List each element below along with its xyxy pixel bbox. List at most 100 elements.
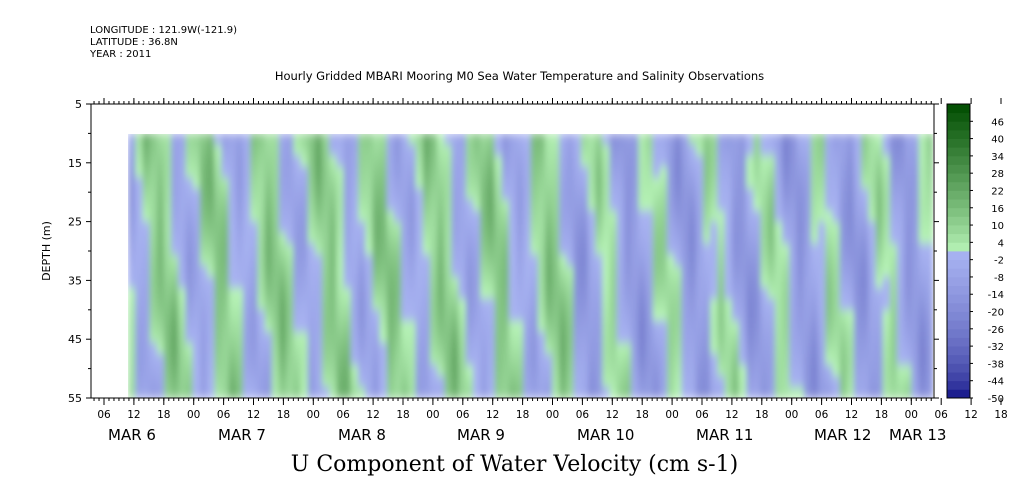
heatmap-cell bbox=[796, 177, 805, 190]
heatmap-cell bbox=[796, 265, 805, 278]
heatmap-cell bbox=[918, 221, 927, 234]
heatmap-cell bbox=[350, 364, 359, 377]
heatmap-cell bbox=[300, 155, 309, 168]
heatmap-cell bbox=[163, 287, 172, 300]
heatmap-cell bbox=[753, 353, 762, 366]
heatmap-cell bbox=[171, 309, 179, 322]
heatmap-cell bbox=[846, 166, 855, 179]
heatmap-cell bbox=[681, 386, 690, 398]
heatmap-cell bbox=[163, 375, 172, 388]
heatmap-cell bbox=[336, 188, 345, 201]
heatmap-cell bbox=[386, 199, 395, 212]
heatmap-cell bbox=[214, 254, 223, 267]
heatmap-cell bbox=[530, 320, 539, 333]
colorbar-swatch bbox=[947, 112, 970, 122]
heatmap-cell bbox=[724, 265, 733, 278]
heatmap-cell bbox=[178, 287, 187, 300]
heatmap-cell bbox=[616, 177, 625, 190]
heatmap-cell bbox=[444, 353, 453, 366]
heatmap-cell bbox=[767, 331, 776, 344]
heatmap-cell bbox=[393, 331, 402, 344]
heatmap-cell bbox=[803, 353, 812, 366]
heatmap-cell bbox=[437, 199, 445, 212]
heatmap-cell bbox=[760, 331, 769, 344]
heatmap-cell bbox=[717, 298, 726, 311]
heatmap-cell bbox=[703, 155, 711, 168]
heatmap-cell bbox=[372, 210, 381, 223]
heatmap-cell bbox=[782, 298, 790, 311]
heatmap-cell bbox=[868, 298, 877, 311]
heatmap-cell bbox=[422, 375, 431, 388]
heatmap-cell bbox=[480, 254, 488, 267]
heatmap-cell bbox=[185, 276, 194, 289]
heatmap-cell bbox=[494, 353, 503, 366]
heatmap-cell bbox=[307, 144, 316, 157]
heatmap-cell bbox=[142, 254, 151, 267]
y-tick-label: 45 bbox=[68, 333, 82, 346]
heatmap-cell bbox=[638, 287, 647, 300]
heatmap-cell bbox=[221, 298, 230, 311]
heatmap-cell bbox=[451, 298, 460, 311]
heatmap-cell bbox=[868, 386, 877, 398]
heatmap-cell bbox=[156, 155, 165, 168]
heatmap-cell bbox=[228, 199, 237, 212]
heatmap-cell bbox=[767, 353, 776, 366]
heatmap-cell bbox=[480, 166, 488, 179]
heatmap-cell bbox=[350, 144, 359, 157]
heatmap-cell bbox=[566, 155, 575, 168]
heatmap-cell bbox=[163, 243, 172, 256]
heatmap-cell bbox=[178, 199, 187, 212]
heatmap-cell bbox=[631, 155, 639, 168]
heatmap-cell bbox=[307, 353, 316, 366]
heatmap-cell bbox=[444, 166, 453, 179]
heatmap-cell bbox=[199, 177, 208, 190]
heatmap-cell bbox=[257, 375, 266, 388]
heatmap-cell bbox=[882, 375, 891, 388]
heatmap-cell bbox=[393, 221, 402, 234]
heatmap-cell bbox=[235, 364, 244, 377]
heatmap-cell bbox=[163, 221, 172, 234]
heatmap-cell bbox=[760, 265, 769, 278]
heatmap-cell bbox=[530, 287, 539, 300]
heatmap-cell bbox=[703, 144, 711, 157]
colorbar-swatch bbox=[947, 372, 970, 382]
heatmap-cell bbox=[853, 254, 862, 267]
heatmap-cell bbox=[595, 375, 603, 388]
heatmap-cell bbox=[674, 210, 683, 223]
colorbar-tick-label: -2 bbox=[994, 256, 1004, 267]
heatmap-cell bbox=[365, 210, 373, 223]
heatmap-cell bbox=[904, 386, 913, 398]
heatmap-cell bbox=[832, 342, 841, 355]
heatmap-cell bbox=[458, 155, 467, 168]
heatmap-cell bbox=[652, 287, 661, 300]
heatmap-cell bbox=[250, 188, 258, 201]
heatmap-cell bbox=[221, 177, 230, 190]
heatmap-cell bbox=[379, 265, 388, 278]
heatmap-cell bbox=[343, 342, 352, 355]
heatmap-cell bbox=[580, 375, 589, 388]
heatmap-cell bbox=[444, 331, 453, 344]
colorbar-swatch bbox=[947, 242, 970, 252]
heatmap-cell bbox=[228, 309, 237, 322]
heatmap-cell bbox=[537, 276, 546, 289]
heatmap-cell bbox=[580, 309, 589, 322]
heatmap-cell bbox=[185, 298, 194, 311]
heatmap-cell bbox=[667, 210, 675, 223]
heatmap-cell bbox=[631, 177, 639, 190]
heatmap-cell bbox=[293, 166, 302, 179]
heatmap-cell bbox=[703, 254, 711, 267]
heatmap-cell bbox=[516, 134, 524, 146]
heatmap-cell bbox=[738, 166, 747, 179]
heatmap-cell bbox=[717, 386, 726, 398]
heatmap-cell bbox=[731, 309, 740, 322]
heatmap-cell bbox=[451, 155, 460, 168]
heatmap-cell bbox=[767, 309, 776, 322]
heatmap-cell bbox=[667, 166, 675, 179]
heatmap-cell bbox=[142, 353, 151, 366]
heatmap-cell bbox=[379, 166, 388, 179]
heatmap-cell bbox=[537, 155, 546, 168]
heatmap-cell bbox=[480, 134, 488, 146]
heatmap-cell bbox=[501, 155, 510, 168]
heatmap-cell bbox=[760, 287, 769, 300]
heatmap-cell bbox=[379, 287, 388, 300]
